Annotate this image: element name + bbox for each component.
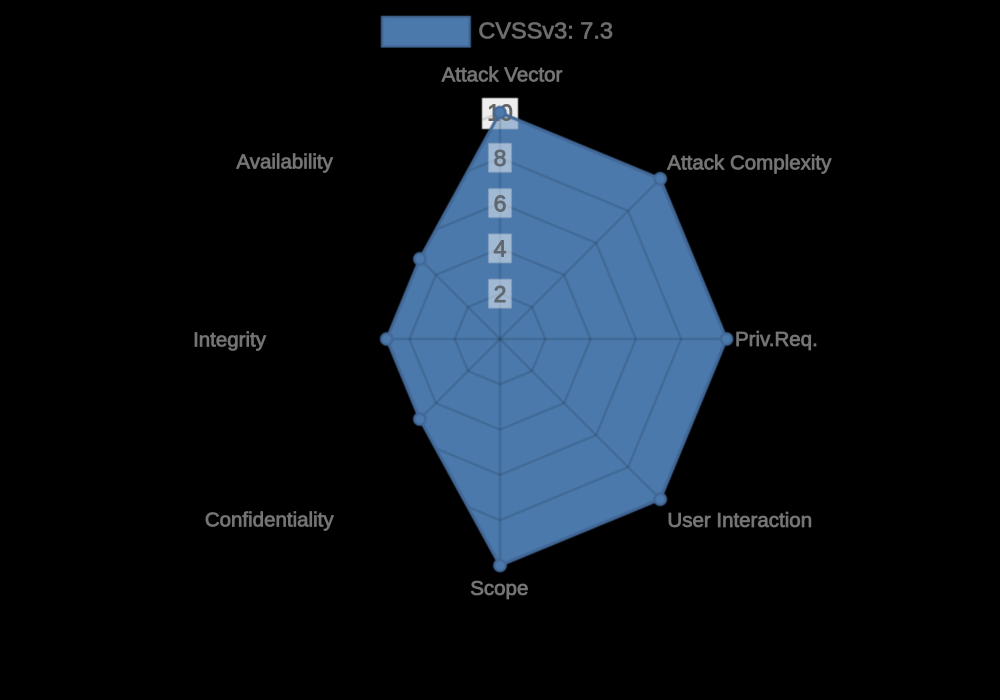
svg-text:Scope: Scope xyxy=(470,577,528,600)
svg-text:CVSSv3: 7.3: CVSSv3: 7.3 xyxy=(478,18,613,44)
svg-text:User Interaction: User Interaction xyxy=(667,509,812,532)
svg-text:Integrity: Integrity xyxy=(193,329,267,352)
svg-text:2: 2 xyxy=(494,281,507,307)
svg-text:Priv.Req.: Priv.Req. xyxy=(735,328,818,351)
svg-text:Availability: Availability xyxy=(236,151,333,174)
svg-text:6: 6 xyxy=(494,190,507,216)
svg-text:4: 4 xyxy=(494,236,507,262)
svg-text:Attack Vector: Attack Vector xyxy=(442,64,563,87)
svg-text:Confidentiality: Confidentiality xyxy=(205,508,335,531)
svg-text:Attack Complexity: Attack Complexity xyxy=(667,151,832,174)
svg-text:8: 8 xyxy=(494,145,507,171)
